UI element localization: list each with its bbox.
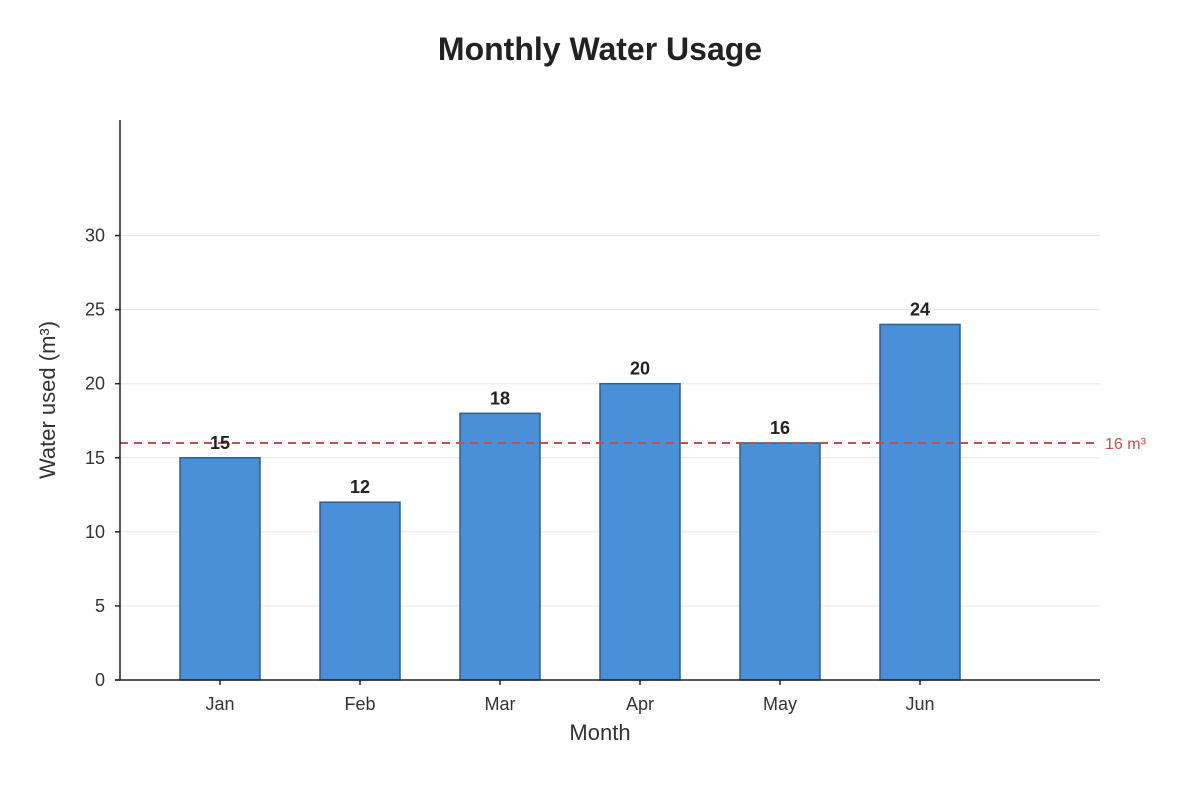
- bar-jan: [179, 457, 261, 681]
- bar-feb: [319, 501, 401, 681]
- reference-line-label: 16 m³: [1105, 436, 1147, 453]
- x-tick-label-mar: Mar: [485, 694, 516, 714]
- data-label-feb: 12: [350, 477, 370, 497]
- x-axis-label: Month: [569, 720, 630, 745]
- x-tick-label-may: May: [763, 694, 797, 714]
- bars: [179, 323, 961, 681]
- bar-jun: [879, 323, 961, 681]
- data-label-jan: 15: [210, 433, 230, 453]
- x-tick-label-jun: Jun: [905, 694, 934, 714]
- y-tick-label: 5: [95, 596, 105, 616]
- data-labels: 15 12 18 20 16 24: [210, 299, 930, 497]
- bar-may: [739, 442, 821, 681]
- y-tick-label: 0: [95, 670, 105, 690]
- y-tick-label: 25: [85, 300, 105, 320]
- y-tick-label: 10: [85, 522, 105, 542]
- tick-labels: 0 5 10 15 20 25 30 Jan Feb Mar Apr May Jun: [85, 226, 935, 714]
- data-label-may: 16: [770, 418, 790, 438]
- reference-line-group: 16 m³: [120, 436, 1147, 453]
- data-label-apr: 20: [630, 359, 650, 379]
- bar-apr: [599, 382, 681, 681]
- y-tick-label: 20: [85, 374, 105, 394]
- data-label-jun: 24: [910, 299, 930, 319]
- data-label-mar: 18: [490, 388, 510, 408]
- chart-title: Monthly Water Usage: [438, 31, 762, 67]
- x-tick-label-jan: Jan: [205, 694, 234, 714]
- axes: [115, 120, 1100, 685]
- y-tick-label: 30: [85, 226, 105, 246]
- x-tick-label-apr: Apr: [626, 694, 654, 714]
- bar-mar: [459, 412, 541, 681]
- y-axis-label: Water used (m³): [35, 321, 60, 479]
- x-tick-label-feb: Feb: [344, 694, 375, 714]
- y-tick-label: 15: [85, 448, 105, 468]
